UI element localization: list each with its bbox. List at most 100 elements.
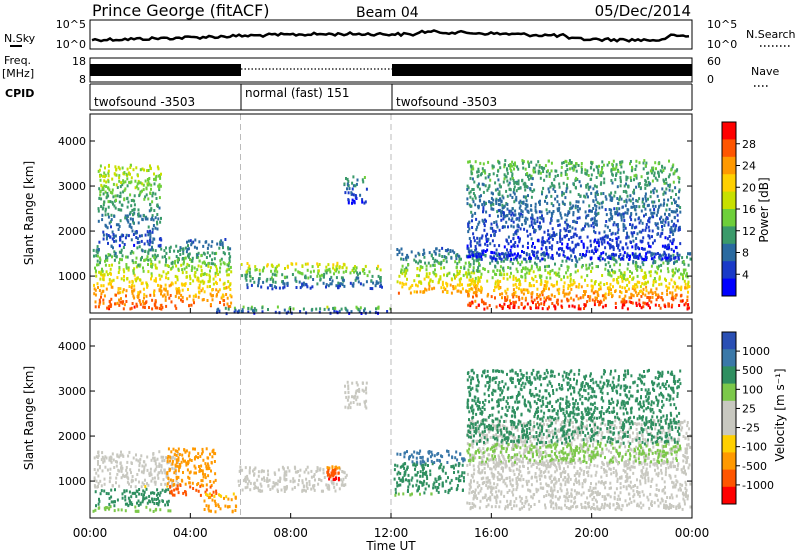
p-cell — [257, 284, 259, 288]
p-cell — [611, 181, 614, 185]
p-cell — [534, 221, 537, 225]
p-cell — [492, 229, 495, 233]
p-cell — [468, 250, 471, 254]
p-cell — [332, 263, 335, 267]
p-cell — [601, 171, 604, 175]
p-cell — [538, 202, 541, 206]
p-cell — [488, 173, 491, 176]
v-cell — [197, 452, 200, 456]
p-cell — [189, 277, 192, 281]
p-cell — [529, 307, 532, 310]
p-cell — [120, 297, 122, 301]
p-cell — [542, 186, 545, 190]
p-cell — [560, 299, 563, 303]
p-cell — [503, 165, 506, 169]
p-cell — [131, 289, 134, 293]
p-cell — [641, 198, 644, 201]
p-cell — [637, 182, 640, 186]
p-cell — [506, 248, 508, 252]
p-cell — [181, 247, 184, 251]
v-cell — [148, 472, 151, 476]
p-cell — [548, 297, 551, 301]
p-cell — [321, 273, 323, 277]
p-cell — [593, 238, 596, 242]
p-cell — [601, 200, 604, 204]
p-cell — [582, 200, 585, 204]
p-cell — [575, 294, 578, 298]
p-cell — [680, 288, 682, 292]
p-cell — [432, 263, 435, 267]
p-cell — [492, 202, 495, 206]
p-cell — [503, 213, 505, 217]
p-cell — [631, 286, 634, 290]
p-cell — [157, 283, 159, 287]
p-cell — [547, 253, 550, 257]
p-cell — [523, 181, 526, 185]
p-cell — [539, 259, 542, 263]
p-cell — [302, 281, 305, 285]
p-cell — [508, 254, 511, 258]
p-cell — [624, 189, 627, 193]
p-cell — [530, 284, 533, 288]
p-cell — [665, 278, 667, 282]
p-cell — [107, 169, 110, 173]
p-cell — [521, 159, 524, 163]
p-cell — [574, 255, 576, 259]
p-cell — [605, 282, 608, 285]
p-cell — [513, 181, 516, 185]
p-cell — [493, 233, 496, 237]
p-cell — [597, 238, 600, 242]
p-cell — [514, 161, 516, 165]
p-cell — [506, 214, 509, 218]
p-cell — [670, 201, 673, 205]
p-cell — [400, 270, 402, 274]
p-cell — [644, 186, 647, 190]
v-cell — [345, 473, 348, 477]
p-cell — [655, 189, 658, 193]
p-cell — [556, 288, 559, 292]
p-cell — [352, 184, 355, 188]
p-cell — [585, 263, 588, 267]
p-cell — [637, 256, 640, 260]
p-cell — [470, 302, 473, 306]
p-cell — [486, 232, 489, 236]
v-cell — [153, 459, 156, 463]
p-cell — [570, 283, 572, 287]
v-cell — [256, 478, 259, 482]
p-cell — [650, 288, 653, 292]
p-cell — [201, 261, 204, 265]
p-cell — [578, 180, 581, 184]
colorbar-swatch — [722, 226, 736, 245]
p-cell — [125, 300, 128, 303]
p-cell — [319, 274, 321, 278]
p-cell — [578, 216, 581, 220]
p-cell — [608, 218, 611, 222]
v-cell — [149, 471, 152, 475]
p-cell — [604, 296, 607, 300]
p-cell — [669, 291, 672, 295]
p-cell — [315, 307, 318, 311]
p-cell — [601, 257, 604, 261]
v-cell — [205, 492, 207, 496]
p-cell — [483, 203, 486, 207]
p-cell — [121, 258, 123, 262]
v-cell — [166, 456, 169, 460]
p-cell — [648, 270, 651, 274]
p-cell — [621, 306, 624, 310]
p-cell — [325, 285, 327, 289]
p-cell — [466, 283, 469, 287]
p-cell — [546, 239, 549, 243]
p-cell — [621, 246, 624, 250]
p-cell — [574, 206, 577, 210]
p-cell — [626, 231, 628, 235]
p-cell — [543, 253, 546, 257]
p-cell — [168, 250, 171, 253]
p-cell — [549, 297, 552, 301]
v-cell — [162, 478, 165, 482]
v-cell — [137, 503, 140, 507]
p-cell — [100, 183, 103, 187]
p-cell — [598, 257, 600, 261]
p-cell — [422, 248, 425, 252]
p-cell — [147, 180, 150, 184]
v-cell — [315, 470, 318, 473]
